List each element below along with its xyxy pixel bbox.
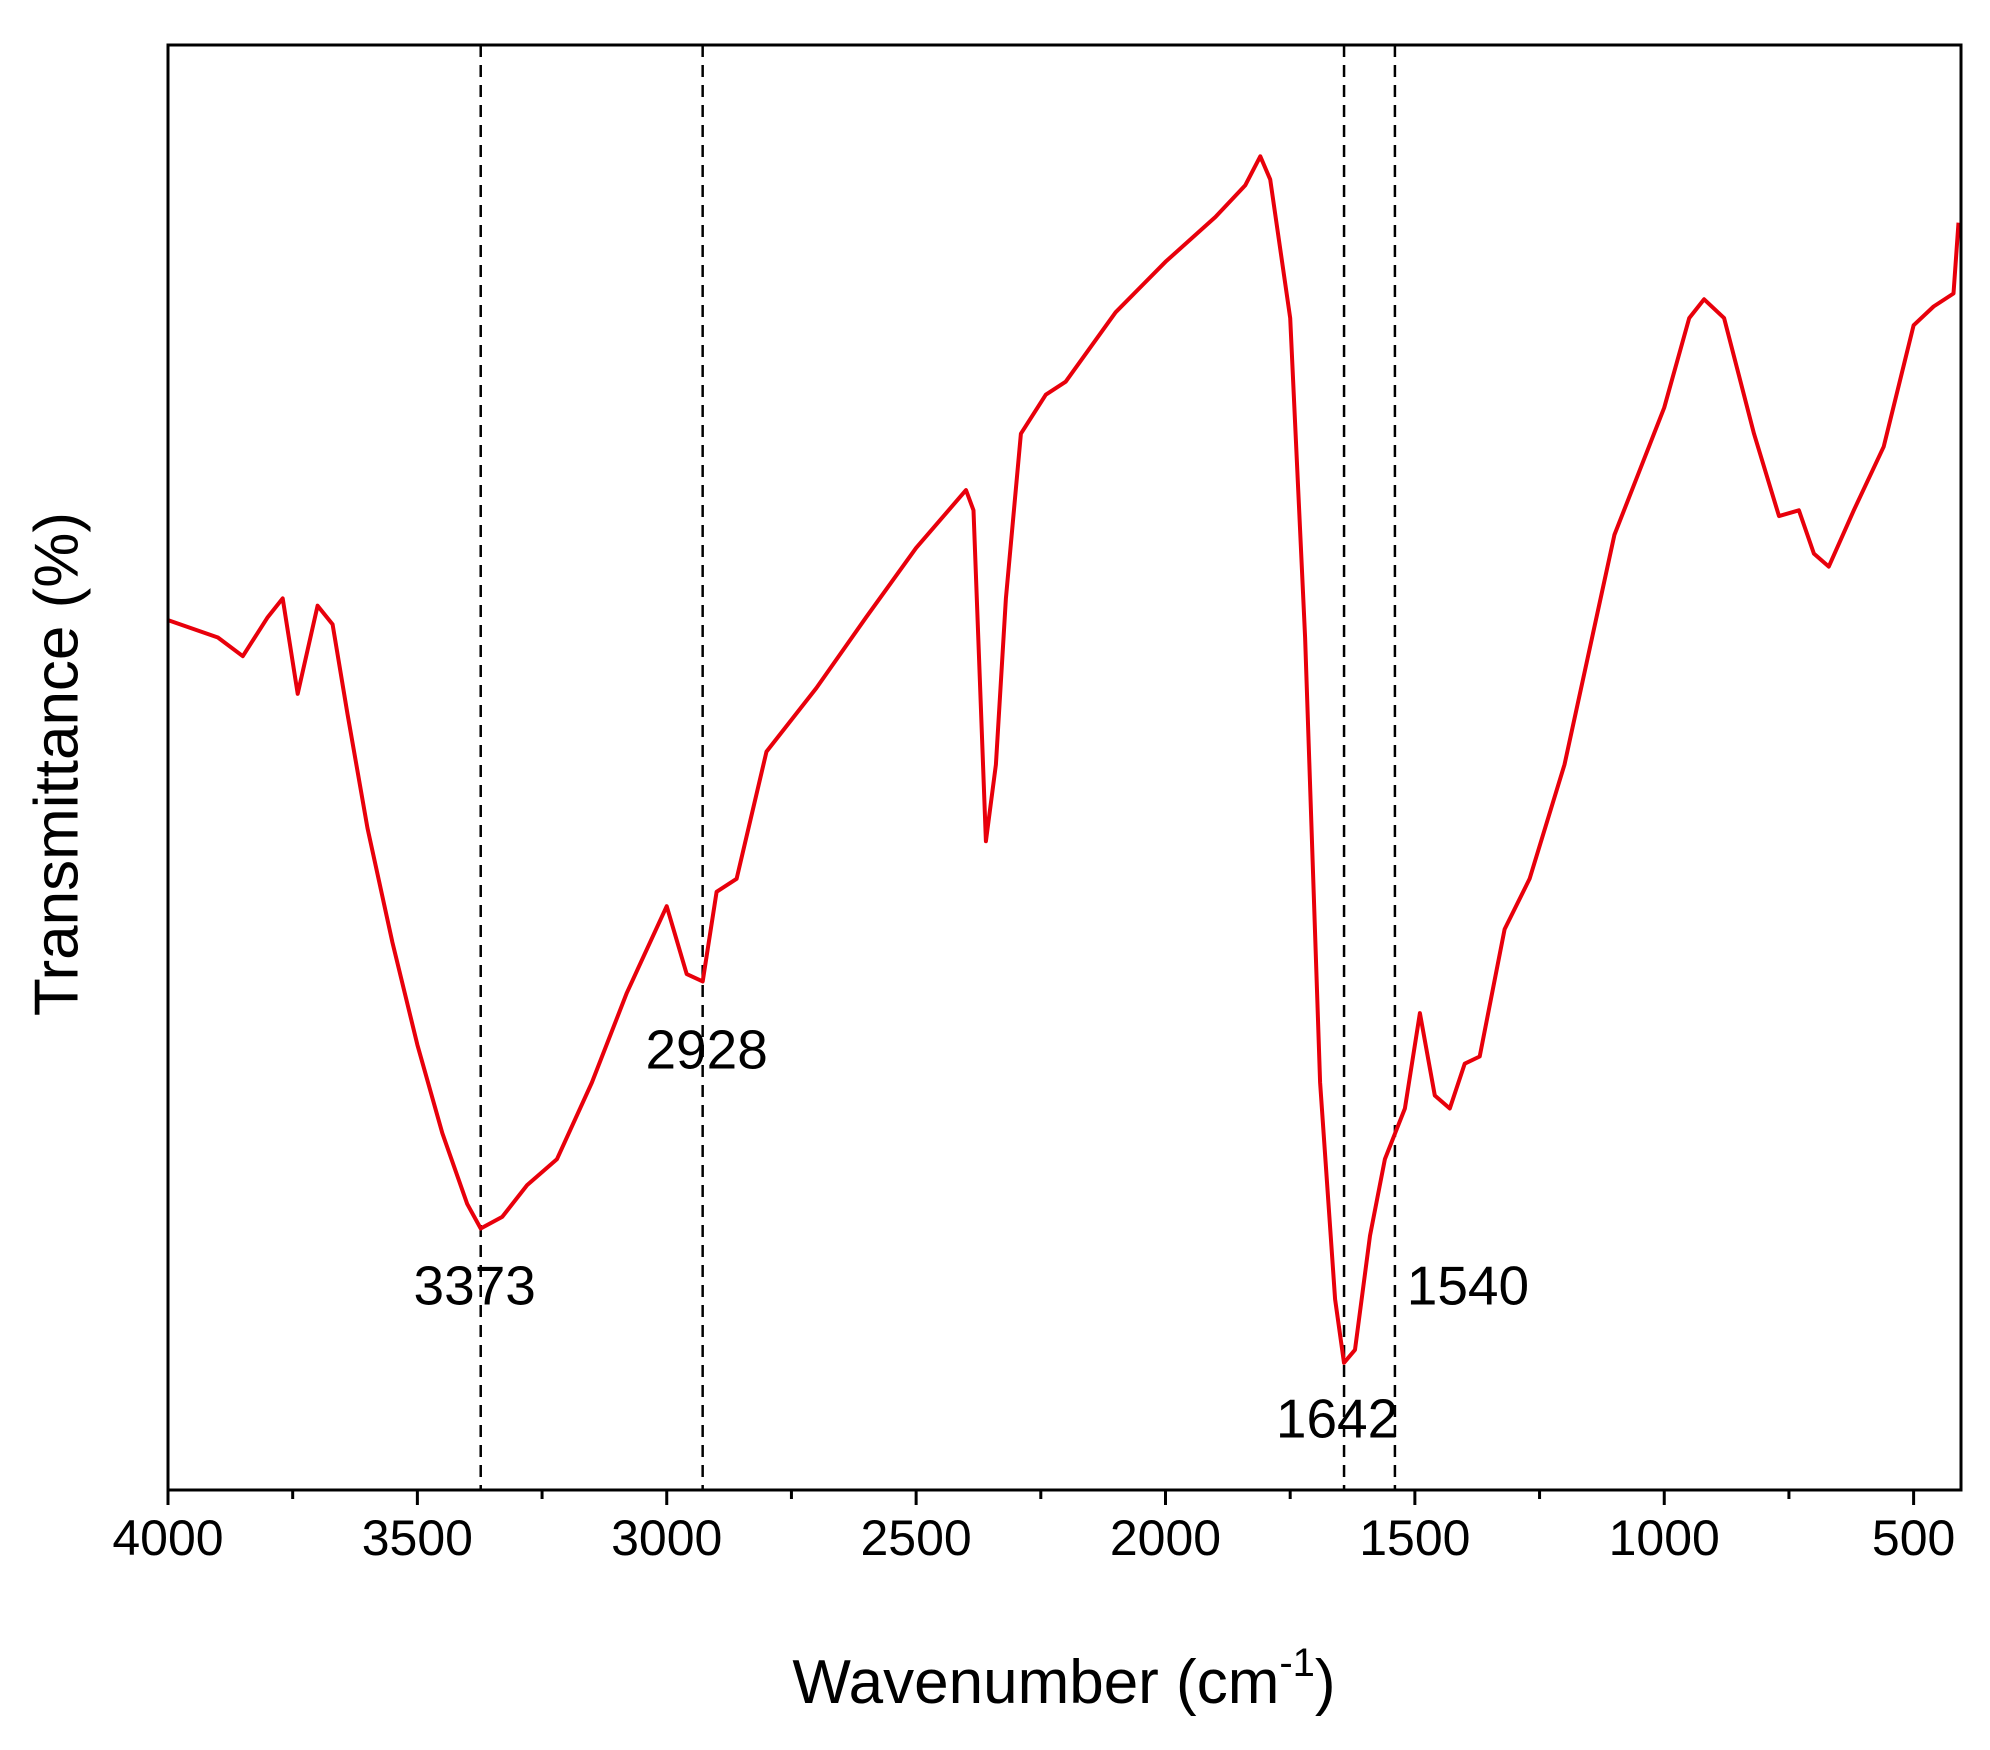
annotation-label: 1540 [1407, 1255, 1529, 1317]
annotation-label: 1642 [1276, 1388, 1398, 1450]
x-tick-label: 4000 [112, 1510, 223, 1566]
x-axis-label-end: ) [1315, 1648, 1336, 1717]
x-axis-label-main: Wavenumber (cm [792, 1648, 1279, 1717]
x-axis-label-sup: -1 [1279, 1641, 1315, 1685]
x-tick-label: 500 [1872, 1510, 1955, 1566]
x-tick-label: 3000 [611, 1510, 722, 1566]
y-axis-label: Transmittance (%) [22, 512, 91, 1016]
plot-frame [166, 43, 1963, 1492]
x-tick-label: 2000 [1110, 1510, 1221, 1566]
x-tick-label: 3500 [362, 1510, 473, 1566]
x-tick-label: 2500 [861, 1510, 972, 1566]
x-tick-label: 1000 [1609, 1510, 1720, 1566]
x-tick-label: 1500 [1359, 1510, 1470, 1566]
annotation-label: 3373 [414, 1255, 536, 1317]
spectrum-line [167, 154, 1961, 1365]
x-axis-label: Wavenumber (cm-1) [792, 1641, 1335, 1718]
annotation-label: 2928 [645, 1019, 767, 1081]
